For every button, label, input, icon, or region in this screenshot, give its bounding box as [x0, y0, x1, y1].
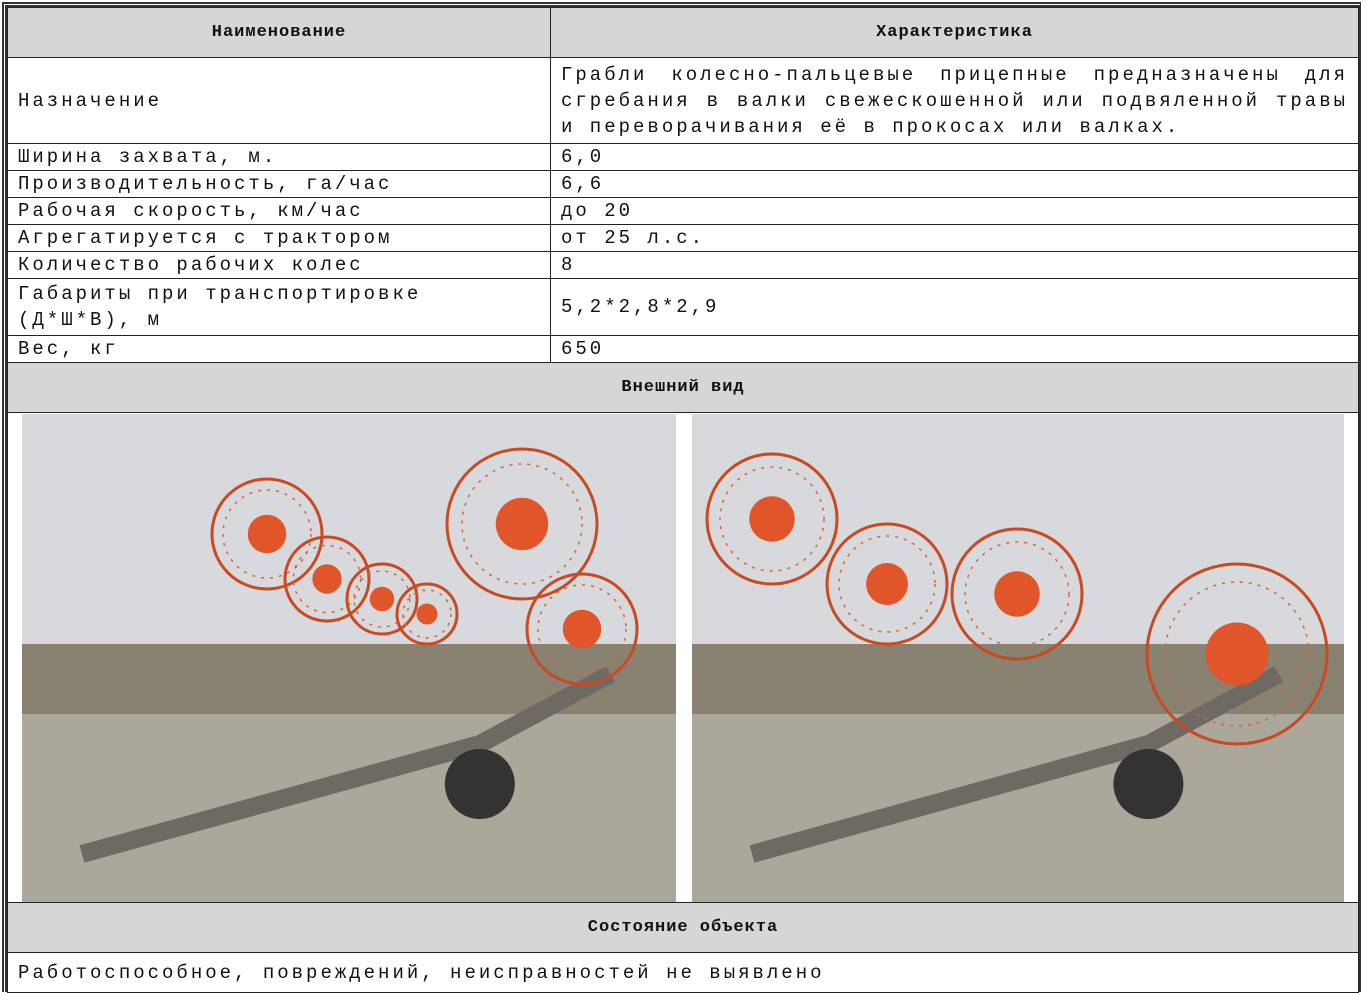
table-cell: Ширина захвата, м.	[7, 143, 551, 171]
rake-wheel	[395, 582, 459, 645]
table-row: Количество рабочих колес 8	[7, 251, 1359, 279]
table-row: Назначение Грабли колесно-пальцевые прице…	[7, 57, 1359, 144]
rake-hub	[866, 562, 908, 605]
table-cell: 8	[550, 251, 1359, 279]
rake-hub	[749, 495, 795, 542]
rake-wheel-spokes	[537, 583, 627, 674]
rake-hub	[495, 497, 549, 550]
rake-wheel-spokes	[402, 588, 452, 639]
rake-hub	[416, 603, 438, 624]
table-cell: Количество рабочих колес	[7, 251, 551, 279]
image-row	[7, 412, 1359, 903]
table-row: Агрегатируется с трактором от 25 л.с.	[7, 224, 1359, 252]
rake-wheel	[210, 477, 324, 590]
table-row: Рабочая скорость, км/час до 20	[7, 197, 1359, 225]
photo-frame	[79, 665, 615, 863]
rake-wheel	[283, 535, 371, 622]
table-row: Производительность, га/час 6,6	[7, 170, 1359, 198]
tyre	[444, 748, 515, 819]
table-cell: от 25 л.с.	[550, 224, 1359, 252]
rake-wheel	[525, 572, 639, 685]
rake-wheel-spokes	[222, 488, 312, 579]
rake-wheel	[345, 562, 419, 635]
rake-wheel-spokes	[292, 544, 362, 613]
rake-wheel-spokes	[461, 462, 583, 585]
rake-wheel	[1145, 562, 1329, 745]
table-cell: 6,0	[550, 143, 1359, 171]
table-cell: 5,2*2,8*2,9	[550, 278, 1359, 336]
table-cell: Габариты при транспортировке (Д*Ш*В), м	[7, 278, 551, 336]
photo-snow	[22, 713, 676, 902]
rake-hub	[1205, 622, 1269, 685]
rake-hub	[369, 586, 395, 611]
photo-frame	[749, 665, 1284, 863]
table-row: Вес, кг 650	[7, 335, 1359, 363]
section-title: Внешний вид	[7, 362, 1359, 413]
table-body: Наименование Характеристика Назначение Гр…	[7, 7, 1359, 993]
table-cell: Агрегатируется с трактором	[7, 224, 551, 252]
rake-wheel-spokes	[719, 465, 825, 572]
table-cell: 650	[550, 335, 1359, 363]
rake-wheel-spokes	[964, 540, 1070, 647]
table-cell: до 20	[550, 197, 1359, 225]
table-cell: Производительность, га/час	[7, 170, 551, 198]
rake-wheel	[445, 447, 599, 600]
header-cell: Характеристика	[550, 7, 1359, 58]
rake-hub	[247, 514, 287, 553]
rake-wheel	[825, 522, 949, 645]
rake-hub	[312, 563, 342, 594]
rake-wheel	[950, 527, 1084, 660]
condition-row: Работоспособное, повреждений, неисправно…	[7, 952, 1359, 993]
header-cell: Наименование	[7, 7, 551, 58]
section-row: Состояние объекта	[7, 902, 1359, 953]
rake-wheel-spokes	[838, 534, 936, 633]
rake-hub	[562, 609, 602, 648]
table-row: Ширина захвата, м. 6,0	[7, 143, 1359, 171]
rake-wheel	[705, 452, 839, 585]
section-title: Состояние объекта	[7, 902, 1359, 953]
section-row: Внешний вид	[7, 362, 1359, 413]
table-cell: Рабочая скорость, км/час	[7, 197, 551, 225]
table-cell: Вес, кг	[7, 335, 551, 363]
rake-wheel-spokes	[353, 569, 411, 628]
image-cell	[7, 412, 1359, 903]
tyre	[1113, 748, 1184, 819]
photos	[22, 413, 1344, 902]
rake-hub	[994, 570, 1040, 617]
spec-table: Наименование Характеристика Назначение Гр…	[7, 7, 1359, 993]
rake-wheel-spokes	[1164, 580, 1310, 727]
header-row: Наименование Характеристика	[7, 7, 1359, 58]
table-cell: 6,6	[550, 170, 1359, 198]
condition-text: Работоспособное, повреждений, неисправно…	[7, 952, 1359, 993]
table-cell: Грабли колесно-пальцевые прицепные предн…	[550, 57, 1359, 144]
table-cell: Назначение	[7, 57, 551, 144]
